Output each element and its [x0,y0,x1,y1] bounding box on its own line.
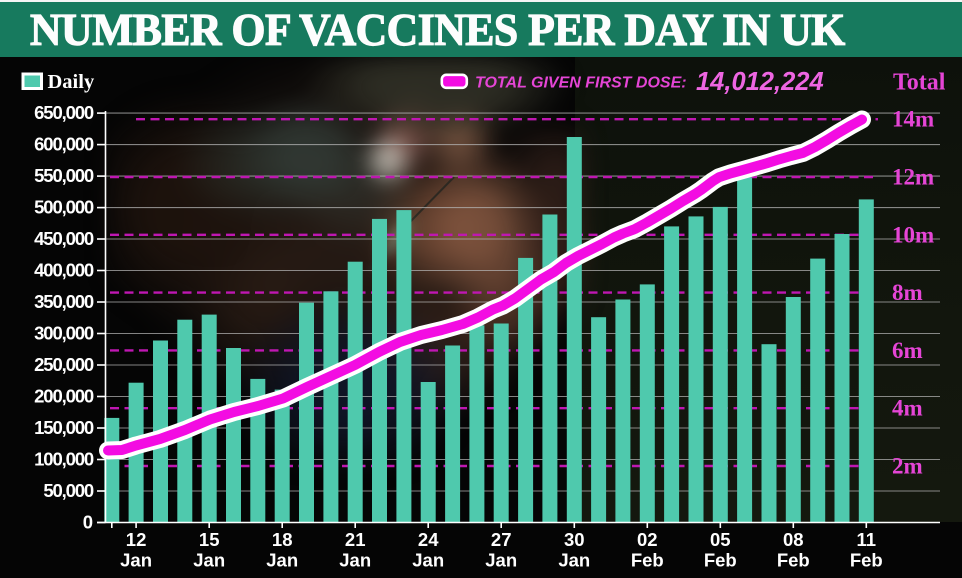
svg-text:30: 30 [564,529,585,550]
svg-text:Jan: Jan [485,550,517,571]
svg-text:350,000: 350,000 [34,291,94,312]
svg-text:Jan: Jan [120,550,152,571]
svg-text:650,000: 650,000 [34,102,94,123]
svg-text:Feb: Feb [850,550,883,571]
svg-text:50,000: 50,000 [43,480,94,501]
svg-text:TOTAL GIVEN FIRST DOSE:: TOTAL GIVEN FIRST DOSE: [475,75,687,92]
svg-text:27: 27 [491,529,512,550]
svg-text:450,000: 450,000 [34,228,94,249]
svg-text:08: 08 [783,529,804,550]
svg-text:Feb: Feb [777,550,810,571]
svg-text:600,000: 600,000 [34,134,94,155]
svg-text:12: 12 [126,529,147,550]
svg-text:Jan: Jan [558,550,590,571]
svg-text:24: 24 [418,529,439,550]
svg-text:10m: 10m [892,222,934,247]
svg-text:500,000: 500,000 [34,197,94,218]
svg-text:250,000: 250,000 [34,354,94,375]
svg-text:15: 15 [199,529,220,550]
svg-text:Jan: Jan [193,550,225,571]
svg-text:02: 02 [637,529,658,550]
svg-text:2m: 2m [892,454,923,479]
svg-text:12m: 12m [892,165,934,190]
svg-text:Daily: Daily [48,71,95,93]
svg-text:14,012,224: 14,012,224 [696,68,824,96]
svg-text:8m: 8m [892,280,923,305]
svg-text:Jan: Jan [266,550,298,571]
svg-text:11: 11 [857,529,877,550]
svg-text:100,000: 100,000 [34,449,94,470]
svg-text:Feb: Feb [704,550,737,571]
svg-text:400,000: 400,000 [34,260,94,281]
svg-text:14m: 14m [892,107,934,132]
svg-text:200,000: 200,000 [34,386,94,407]
svg-text:4m: 4m [892,396,923,421]
svg-text:05: 05 [710,529,731,550]
svg-text:Feb: Feb [631,550,664,571]
svg-text:6m: 6m [892,338,923,363]
svg-text:550,000: 550,000 [34,165,94,186]
svg-text:21: 21 [345,529,366,550]
svg-text:300,000: 300,000 [34,323,94,344]
svg-text:Jan: Jan [412,550,444,571]
svg-text:Jan: Jan [339,550,371,571]
svg-text:0: 0 [83,512,93,533]
svg-text:150,000: 150,000 [34,417,94,438]
svg-text:Total: Total [893,70,946,96]
svg-text:18: 18 [272,529,293,550]
